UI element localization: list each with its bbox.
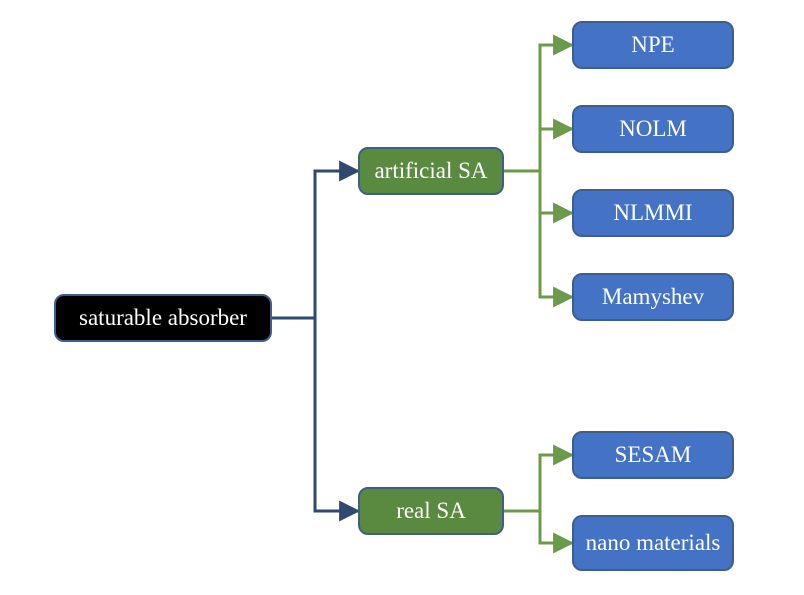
node-root-label: saturable absorber [79, 305, 247, 331]
node-npe-label: NPE [631, 32, 674, 58]
node-nano-label: nano materials [586, 530, 721, 556]
node-sesam-label: SESAM [615, 442, 692, 468]
node-nano: nano materials [572, 515, 734, 571]
node-nolm-label: NOLM [619, 116, 687, 142]
node-nlmmi: NLMMI [572, 189, 734, 237]
node-mamyshev: Mamyshev [572, 273, 734, 321]
node-root: saturable absorber [54, 294, 272, 342]
node-artificial-label: artificial SA [374, 158, 487, 184]
node-npe: NPE [572, 21, 734, 69]
node-sesam: SESAM [572, 431, 734, 479]
node-nolm: NOLM [572, 105, 734, 153]
node-real-label: real SA [396, 498, 466, 524]
node-real: real SA [358, 487, 504, 535]
node-mamyshev-label: Mamyshev [602, 284, 704, 310]
node-nlmmi-label: NLMMI [613, 200, 692, 226]
node-artificial: artificial SA [358, 147, 504, 195]
